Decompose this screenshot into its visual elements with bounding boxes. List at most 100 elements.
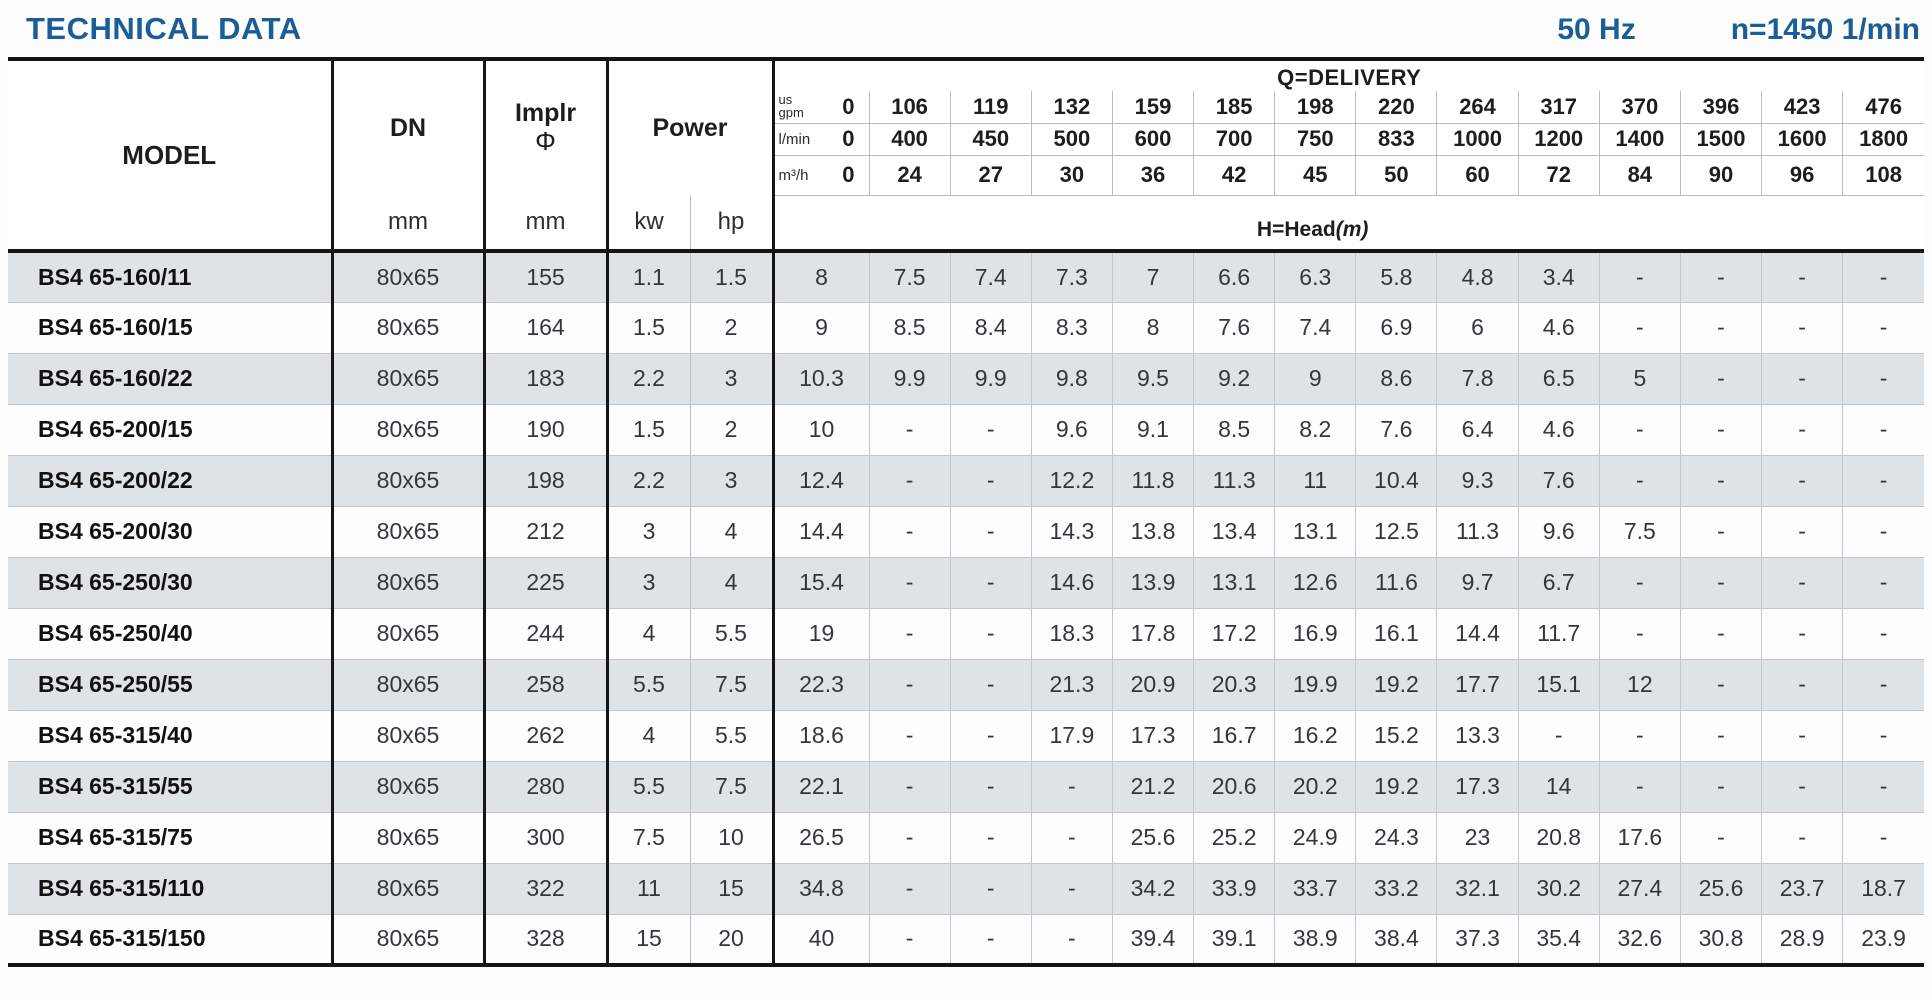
model-cell: BS4 65-160/15: [8, 302, 334, 354]
head-value-cell: 7.3: [1031, 251, 1113, 303]
hp-cell: 20: [690, 914, 775, 965]
head-value-cell: 25.2: [1193, 812, 1276, 864]
table-row: BS4 65-160/22 80x65 183 2.2 3 10.3 9.9 9.9 9.8 9.…: [8, 353, 1924, 405]
head-value-cell: 22.1: [773, 761, 870, 813]
speed-label: n=1450 1/min: [1730, 13, 1920, 46]
head-value-cell: 19.9: [1274, 659, 1357, 711]
model-cell: BS4 65-250/40: [8, 608, 334, 660]
head-value-cell: 8: [1112, 302, 1195, 354]
head-value-cell: 4.6: [1518, 404, 1600, 456]
head-value-cell: -: [950, 404, 1032, 456]
head-value-cell: -: [1761, 506, 1844, 558]
head-value-cell: 3.4: [1518, 251, 1600, 303]
hp-cell: 3: [690, 455, 775, 507]
head-value-cell: 19.2: [1355, 761, 1438, 813]
head-value-cell: -: [950, 863, 1032, 915]
head-value-cell: -: [1842, 251, 1924, 303]
head-value-cell: 23.9: [1861, 925, 1906, 952]
gpm-value: 370: [1599, 91, 1681, 123]
hp-cell: 7.5: [690, 761, 775, 813]
head-value-cell: 33.7: [1274, 863, 1357, 915]
head-value-cell: 20.9: [1112, 659, 1195, 711]
kw-cell: 7.5: [607, 812, 691, 864]
head-value-cell: -: [1031, 914, 1113, 965]
lmin-zero-value: 0: [842, 126, 855, 151]
head-value-cell: 4.6: [1518, 302, 1600, 354]
head-value-cell: -: [1761, 659, 1844, 711]
m3h-header-row: m³/h 0 24 27 30 36 42 45 50 60 72 84 90 96 108: [8, 154, 1924, 195]
head-value-cell: 12.2: [1031, 455, 1113, 507]
dn-cell: 80x65: [332, 914, 486, 965]
head-value-cell: 13.3: [1436, 710, 1519, 762]
head-value-cell: 33.9: [1193, 863, 1276, 915]
dn-cell: 80x65: [332, 455, 486, 507]
impeller-cell: 198: [484, 455, 609, 507]
m3h-value: 27: [950, 154, 1032, 195]
hp-cell: 7.5: [690, 659, 775, 711]
impeller-cell: 280: [484, 761, 609, 813]
head-value-cell: -: [950, 455, 1032, 507]
head-value-cell: 11.6: [1355, 557, 1438, 609]
head-value-cell: 30.8: [1680, 914, 1763, 965]
delivery-header-row: MODEL DN Implr Φ Power Q=DELIVERY: [8, 59, 1924, 253]
head-value-cell: -: [1761, 710, 1844, 762]
head-value-cell: 38.9: [1274, 914, 1357, 965]
hp-cell: 2: [690, 302, 775, 354]
head-value-cell: 38.4: [1355, 914, 1438, 965]
hp-subheader: hp: [690, 195, 775, 253]
head-value-cell: 13.8: [1112, 506, 1195, 558]
head-value-cell: 5: [1599, 353, 1681, 405]
head-value-cell: 10: [773, 404, 870, 456]
head-value-cell: -: [1599, 557, 1681, 609]
head-value-cell: 6.7: [1518, 557, 1600, 609]
table-row: BS4 65-160/11 80x65 155 1.1 1.5 8 7.5 7.4 7.3 7 6.…: [8, 251, 1924, 303]
head-value-cell: 8.2: [1274, 404, 1357, 456]
head-value-cell: 7.6: [1355, 404, 1438, 456]
lmin-value: 750: [1274, 122, 1357, 155]
head-value-cell: -: [1599, 710, 1681, 762]
impeller-cell: 300: [484, 812, 609, 864]
head-value-cell: 16.1: [1355, 608, 1438, 660]
impeller-phi-symbol: Φ: [535, 126, 556, 157]
gpm-value: 106: [869, 91, 951, 123]
gpm-unit-label: us gpm: [778, 92, 804, 120]
head-value-cell: 6.3: [1274, 251, 1357, 303]
head-row-label: H=Head(m): [773, 194, 1924, 253]
head-value-cell: 6.4: [1436, 404, 1519, 456]
head-value-cell: 16.7: [1193, 710, 1276, 762]
gpm-unit-cell: us gpm 0: [773, 91, 870, 123]
head-value-cell: -: [1761, 404, 1844, 456]
head-value-cell: 35.4: [1518, 914, 1600, 965]
model-cell: BS4 65-315/55: [8, 761, 334, 813]
head-value-cell: 8.6: [1355, 353, 1438, 405]
head-value-cell: -: [1518, 710, 1600, 762]
header-bar: TECHNICAL DATA 50 Hz n=1450 1/min: [8, 0, 1924, 57]
technical-data-table: MODEL DN Implr Φ Power Q=DELIVERY us gpm: [8, 57, 1924, 967]
lmin-value: 833: [1355, 122, 1438, 155]
head-value-cell: 13.9: [1112, 557, 1195, 609]
head-value-cell: 24.3: [1355, 812, 1438, 864]
head-value-cell: -: [1680, 761, 1763, 813]
head-value-cell: -: [1761, 761, 1844, 813]
gpm-value: 317: [1518, 91, 1600, 123]
head-value-cell: 11: [1274, 455, 1357, 507]
head-value-cell: 17.8: [1112, 608, 1195, 660]
head-value-cell: 5.8: [1355, 251, 1438, 303]
hp-cell: 5.5: [690, 710, 775, 762]
head-value-cell: -: [1599, 251, 1681, 303]
head-value-cell: -: [1599, 608, 1681, 660]
head-value-cell: 34.2: [1112, 863, 1195, 915]
kw-cell: 1.5: [607, 404, 691, 456]
gpm-header-row: us gpm 0 106 119 132 159 185 198 220 264 317 370 3…: [8, 91, 1924, 123]
head-value-cell: -: [950, 761, 1032, 813]
hp-cell: 15: [690, 863, 775, 915]
gpm-value: 220: [1355, 91, 1438, 123]
head-value-cell: -: [1031, 863, 1113, 915]
kw-cell: 3: [607, 557, 691, 609]
head-value-cell: -: [1842, 659, 1924, 711]
head-value-cell: 20.8: [1518, 812, 1600, 864]
model-cell: BS4 65-250/55: [8, 659, 334, 711]
head-value-cell: -: [950, 506, 1032, 558]
m3h-value: 50: [1355, 154, 1438, 195]
head-value-cell: 27.4: [1599, 863, 1681, 915]
